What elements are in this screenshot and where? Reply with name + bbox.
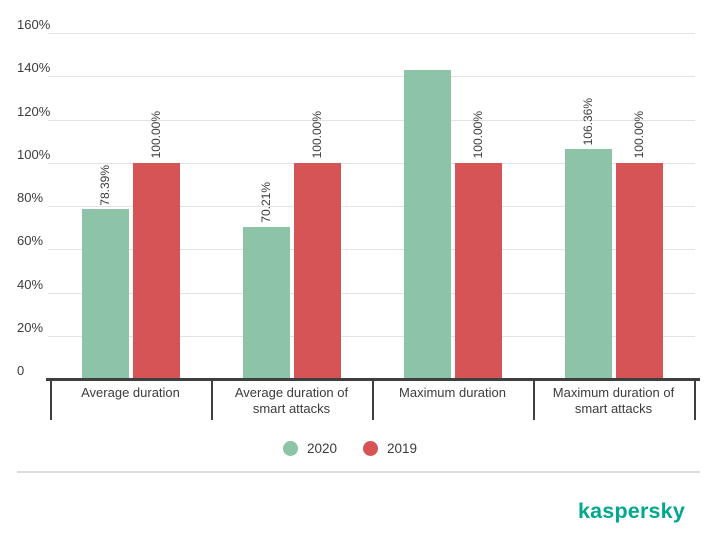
bar-2020 [81,209,129,379]
category-tick [50,381,52,420]
gridline [48,119,695,121]
bar-value-label: 100.00% [471,111,485,159]
y-tick-label: 160% [17,17,51,32]
bar-2019 [454,162,502,379]
category-tick [211,381,213,420]
footer-divider [17,471,700,473]
y-tick-label: 0 [17,363,25,378]
category-tick [372,381,374,420]
category-label: Average duration [81,385,180,400]
gridline [48,335,695,337]
plot-area: 78.39% 100.00% 70.21% 100.00% 100.00% 106.36%… [48,33,695,379]
category-label: Average duration of smart attacks [234,385,349,416]
gridline [48,76,695,78]
y-tick-label: 100% [17,146,51,162]
legend-item-2020: 2020 [282,441,337,456]
bar-2019 [132,162,180,379]
bar-2019 [615,162,663,379]
bar-2020 [242,227,290,379]
category-label: Maximum duration [399,385,506,400]
y-tick-label: 80% [17,190,44,205]
legend-label: 2019 [387,441,418,456]
kaspersky-logo: kaspersky [577,499,685,523]
legend-swatch-icon [363,441,378,456]
y-tick-label: 140% [17,60,51,76]
bar-2020 [564,149,612,379]
category-label: Maximum duration of smart attacks [552,385,675,416]
bar-2020 [403,69,451,379]
gridline [48,33,695,34]
bar-value-label: 78.39% [98,164,112,206]
y-tick-label: 120% [17,103,51,119]
gridline [48,162,695,164]
gridline [48,206,695,207]
bar-value-label: 70.21% [259,182,273,224]
y-tick-label: 60% [17,233,44,249]
bar-2019 [293,162,341,379]
bar-value-label: 100.00% [632,111,646,159]
legend-swatch-icon [282,441,298,456]
y-tick-label: 40% [17,276,44,292]
bar-value-label: 100.00% [149,111,163,159]
bar-value-label: 106.36% [581,97,595,145]
category-tick [533,381,535,420]
gridline [48,249,695,251]
bar-value-label: 100.00% [310,111,324,159]
legend-label: 2020 [306,441,337,456]
x-axis-line [46,378,700,381]
gridline [48,292,695,294]
legend-item-2019: 2019 [363,441,417,456]
category-tick [694,381,696,420]
chart-legend: 2020 2019 [0,441,700,456]
y-tick-label: 20% [17,319,44,335]
